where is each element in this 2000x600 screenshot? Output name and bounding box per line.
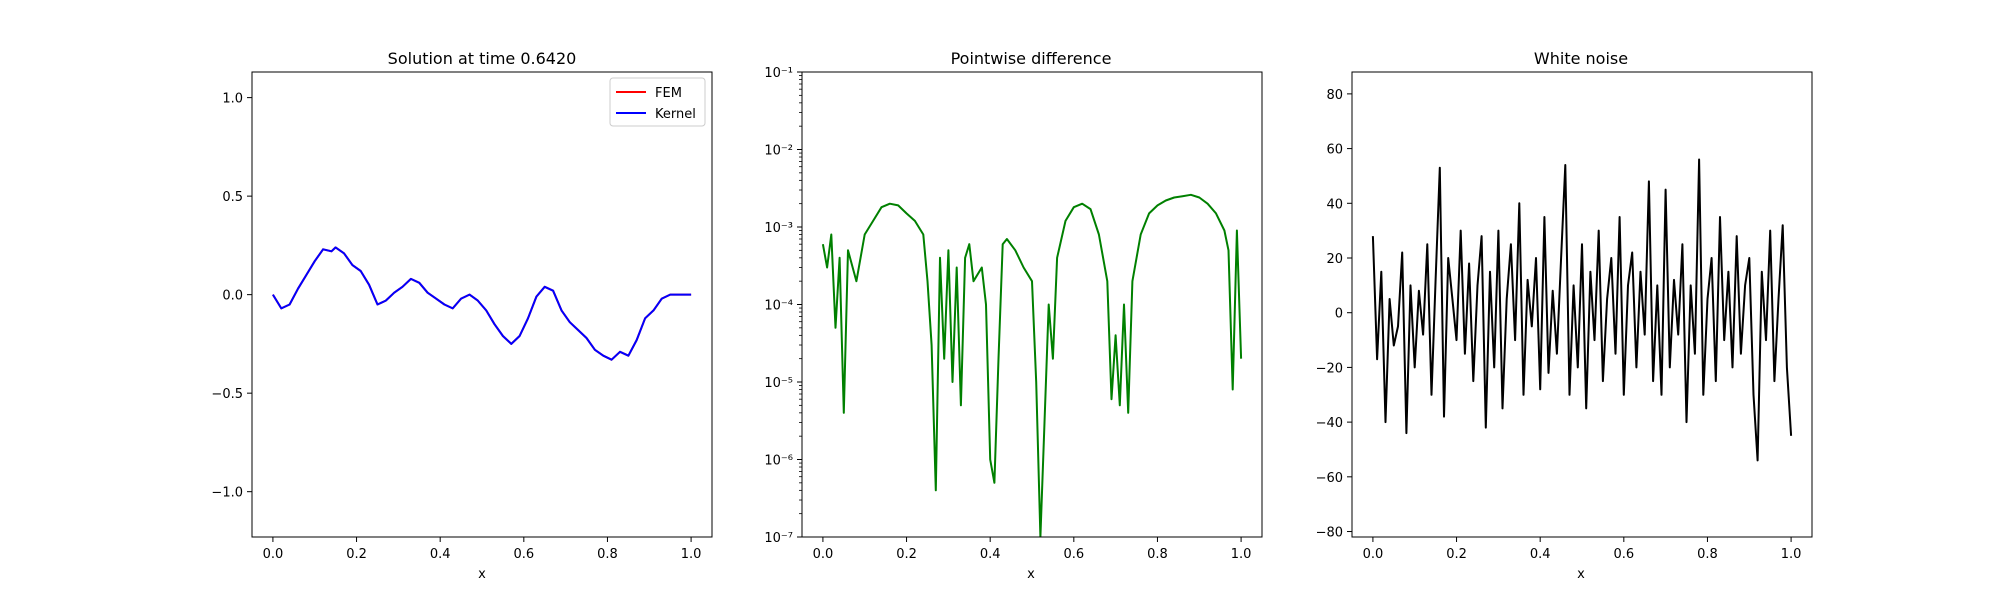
x-axis-label: x bbox=[1577, 567, 1585, 582]
series-line-kernel bbox=[272, 246, 692, 361]
panel-solution: Solution at time 0.6420 x 0.0 0.2 0.4 0.6 0.… bbox=[211, 49, 713, 582]
chart-title: Pointwise difference bbox=[951, 49, 1112, 68]
y-tick-label: −1.0 bbox=[211, 486, 243, 501]
y-tick-label: 10⁻⁵ bbox=[764, 376, 793, 391]
x-tick-label: 0.0 bbox=[1363, 547, 1384, 562]
y-tick-label: 10⁻² bbox=[764, 144, 793, 159]
y-tick-label: 1.0 bbox=[222, 92, 243, 107]
plot-area-frame bbox=[1351, 71, 1813, 538]
legend: FEM Kernel bbox=[609, 77, 706, 127]
chart-title: White noise bbox=[1534, 49, 1628, 68]
legend-label-kernel: Kernel bbox=[655, 107, 696, 122]
x-tick-label: 1.0 bbox=[681, 547, 702, 562]
x-tick-label: 1.0 bbox=[1231, 547, 1252, 562]
y-tick-label: 10⁻⁴ bbox=[764, 299, 793, 314]
y-tick-label: 20 bbox=[1326, 252, 1343, 267]
x-tick-label: 1.0 bbox=[1781, 547, 1802, 562]
x-tick-label: 0.2 bbox=[896, 547, 917, 562]
y-tick-label: 0.0 bbox=[222, 289, 243, 304]
y-tick-label: 10⁻³ bbox=[764, 221, 793, 236]
y-tick-label: 80 bbox=[1326, 88, 1343, 103]
x-tick-label: 0.4 bbox=[1530, 547, 1551, 562]
y-tick-label: −60 bbox=[1316, 471, 1343, 486]
x-tick-label: 0.8 bbox=[597, 547, 618, 562]
y-tick-label: −0.5 bbox=[211, 387, 243, 402]
y-tick-label: 10⁻⁶ bbox=[764, 454, 793, 469]
y-tick-label: 40 bbox=[1326, 197, 1343, 212]
y-tick-label: 10⁻⁷ bbox=[764, 531, 793, 546]
legend-label-fem: FEM bbox=[655, 86, 682, 101]
x-tick-label: 0.4 bbox=[980, 547, 1001, 562]
x-tick-label: 0.8 bbox=[1147, 547, 1168, 562]
y-tick-label: −80 bbox=[1316, 526, 1343, 541]
x-tick-label: 0.8 bbox=[1697, 547, 1718, 562]
panel-pointwise-difference: Pointwise difference x 0.0 0.2 0.4 0.6 0.8 1.… bbox=[764, 49, 1263, 582]
y-tick-label: −40 bbox=[1316, 416, 1343, 431]
y-tick-label: 60 bbox=[1326, 143, 1343, 158]
y-tick-label: 10⁻¹ bbox=[764, 66, 793, 81]
series-line-0 bbox=[1371, 158, 1793, 462]
x-tick-label: 0.0 bbox=[263, 547, 284, 562]
x-tick-label: 0.4 bbox=[430, 547, 451, 562]
x-tick-label: 0.6 bbox=[1063, 547, 1084, 562]
x-tick-label: 0.0 bbox=[813, 547, 834, 562]
y-tick-label: −20 bbox=[1316, 361, 1343, 376]
x-tick-label: 0.6 bbox=[513, 547, 534, 562]
y-tick-label: 0.5 bbox=[222, 190, 243, 205]
series-line-0 bbox=[821, 193, 1243, 537]
y-tick-label: 0 bbox=[1335, 307, 1343, 322]
chart-title: Solution at time 0.6420 bbox=[388, 49, 577, 68]
x-tick-label: 0.2 bbox=[346, 547, 367, 562]
plot-area-frame bbox=[251, 71, 713, 538]
x-axis-label: x bbox=[478, 567, 486, 582]
panel-white-noise: White noise x 0.0 0.2 0.4 0.6 0.8 1.0 −80 −60 −4… bbox=[1316, 49, 1813, 582]
x-tick-label: 0.6 bbox=[1613, 547, 1634, 562]
x-tick-label: 0.2 bbox=[1446, 547, 1467, 562]
x-axis-label: x bbox=[1027, 567, 1035, 582]
